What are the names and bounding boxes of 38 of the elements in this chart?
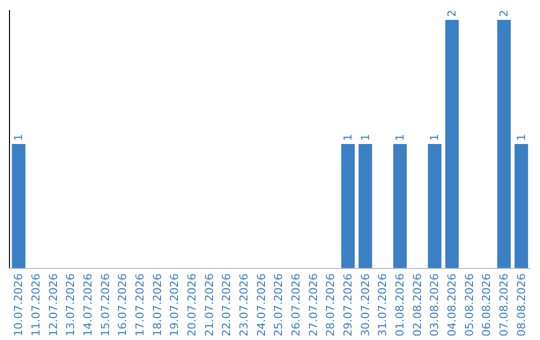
x-tick-label: 27.07.2026 bbox=[306, 273, 320, 336]
x-tick-label: 01.08.2026 bbox=[394, 273, 407, 336]
x-tick-label: 15.07.2026 bbox=[98, 273, 112, 336]
x-tick-label: 08.08.2026 bbox=[514, 273, 528, 336]
x-tick-label: 04.08.2026 bbox=[446, 273, 459, 336]
x-tick-label: 22.07.2026 bbox=[220, 273, 234, 336]
x-tick-label: 03.08.2026 bbox=[428, 273, 442, 336]
x-tick-label: 17.07.2026 bbox=[134, 273, 147, 336]
x-tick-label: 20.07.2026 bbox=[186, 273, 199, 336]
x-tick-label: 19.07.2026 bbox=[168, 273, 182, 336]
x-tick-label: 23.07.2026 bbox=[238, 273, 251, 336]
x-tick-label: 31.07.2026 bbox=[376, 273, 390, 336]
x-tick-label: 12.07.2026 bbox=[46, 273, 60, 336]
x-tick-label: 10.07.2026 bbox=[12, 273, 26, 336]
x-tick-label: 06.08.2026 bbox=[480, 273, 494, 336]
x-tick-label: 28.07.2026 bbox=[324, 273, 338, 336]
x-tick-label: 16.07.2026 bbox=[116, 273, 130, 336]
x-tick-label: 13.07.2026 bbox=[64, 273, 78, 336]
x-tick-label: 07.08.2026 bbox=[498, 273, 511, 336]
data-label: 1 bbox=[514, 134, 528, 141]
x-tick-label: 05.08.2026 bbox=[462, 273, 476, 336]
data-label: 1 bbox=[394, 134, 406, 141]
x-tick-label: 30.07.2026 bbox=[358, 273, 372, 336]
x-tick-label: 02.08.2026 bbox=[410, 273, 424, 336]
data-label: 1 bbox=[12, 134, 26, 141]
x-tick-label: 29.07.2026 bbox=[342, 273, 355, 336]
x-tick-label: 21.07.2026 bbox=[202, 273, 216, 336]
x-tick-label: 11.07.2026 bbox=[30, 273, 43, 336]
x-tick-label: 24.07.2026 bbox=[254, 273, 268, 336]
x-tick-label: 25.07.2026 bbox=[272, 273, 286, 336]
data-label: 2 bbox=[498, 10, 510, 17]
x-tick-label: 26.07.2026 bbox=[290, 273, 303, 336]
data-label: 1 bbox=[358, 134, 372, 141]
data-label: 1 bbox=[428, 134, 442, 141]
data-label: 1 bbox=[342, 134, 354, 141]
x-tick-label: 18.07.2026 bbox=[150, 273, 164, 336]
data-label: 2 bbox=[446, 10, 458, 17]
x-tick-label: 14.07.2026 bbox=[82, 273, 95, 336]
